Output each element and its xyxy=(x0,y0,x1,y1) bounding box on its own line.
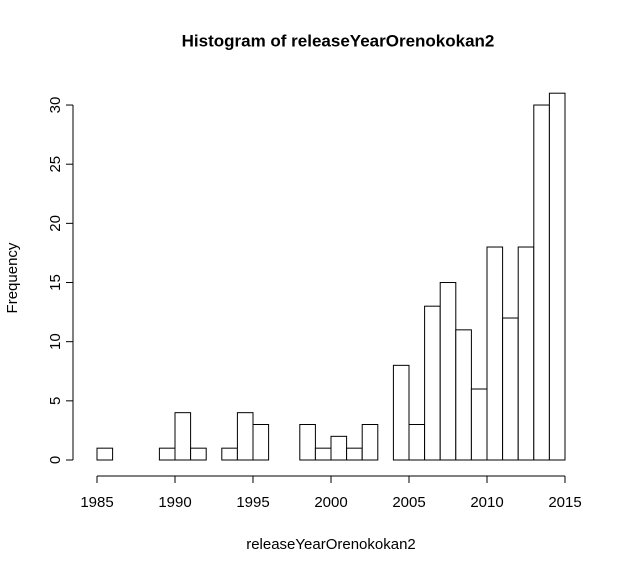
x-tick-label: 1990 xyxy=(158,494,191,511)
y-tick-label: 20 xyxy=(47,215,64,232)
bar xyxy=(221,447,238,461)
y-tick-label: 15 xyxy=(47,274,64,291)
bar xyxy=(361,424,379,461)
bar xyxy=(190,447,207,461)
bar xyxy=(439,282,457,461)
bar xyxy=(486,246,504,461)
y-tick-label: 5 xyxy=(47,397,64,405)
x-tick-label: 2010 xyxy=(470,494,503,511)
bar xyxy=(470,388,488,461)
bar xyxy=(392,364,410,461)
bar xyxy=(252,424,270,461)
bar xyxy=(533,104,550,461)
bar xyxy=(174,412,192,461)
x-tick-label: 1995 xyxy=(236,494,269,511)
bar xyxy=(408,424,426,461)
bar xyxy=(346,447,363,461)
x-tick-label: 1985 xyxy=(80,494,113,511)
bar xyxy=(314,447,332,461)
y-tick-label: 0 xyxy=(47,456,64,464)
y-tick-label: 30 xyxy=(47,97,64,114)
bar xyxy=(455,329,472,461)
x-tick-label: 2015 xyxy=(548,494,581,511)
bar xyxy=(158,447,176,461)
bar xyxy=(96,447,114,461)
x-tick-label: 2005 xyxy=(392,494,425,511)
chart-title: Histogram of releaseYearOrenokokan2 xyxy=(182,31,495,50)
bar xyxy=(424,305,441,461)
bar xyxy=(330,435,348,461)
x-axis-label: releaseYearOrenokokan2 xyxy=(246,536,416,553)
bar xyxy=(236,412,254,461)
y-tick-label: 25 xyxy=(47,156,64,173)
y-axis-label: Frequency xyxy=(4,242,21,313)
bar xyxy=(502,317,519,461)
bar xyxy=(548,92,566,461)
bar xyxy=(517,246,535,461)
x-tick-label: 2000 xyxy=(314,494,347,511)
y-tick-label: 10 xyxy=(47,333,64,350)
bar xyxy=(299,424,316,461)
